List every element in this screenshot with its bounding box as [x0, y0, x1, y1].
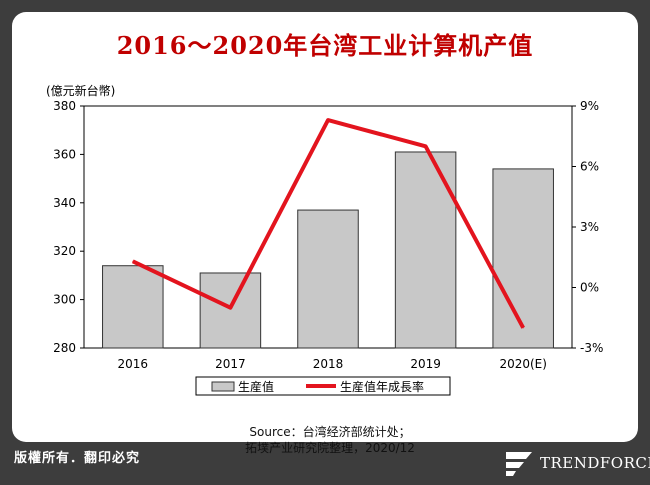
source-note: Source：台湾经济部统计处； 拓墣产业研究院整理，2020/12: [200, 424, 460, 456]
x-axis-tick-label: 2016: [118, 357, 149, 371]
x-axis-tick-label: 2017: [215, 357, 246, 371]
right-axis-tick-label: 0%: [580, 281, 599, 295]
chart-title: 2016～2020年台湾工业计算机产值: [116, 31, 534, 60]
left-axis-tick-label: 380: [53, 99, 76, 113]
brand-name: TRENDFORCE: [540, 454, 650, 472]
right-axis-tick-label: -3%: [580, 341, 603, 355]
source-line-2: 拓墣产业研究院整理，2020/12: [245, 441, 415, 455]
growth-rate-point-2019: [425, 145, 427, 147]
source-line-1: Source：台湾经济部统计处；: [249, 425, 411, 439]
growth-rate-point-2020(E): [522, 327, 524, 329]
growth-rate-point-2018: [327, 119, 329, 121]
right-axis-tick-label: 3%: [580, 220, 599, 234]
right-axis-tick-label: 6%: [580, 160, 599, 174]
growth-rate-point-2016: [132, 260, 134, 262]
bar-2019: [394, 151, 457, 349]
x-axis-tick-label: 2020(E): [499, 357, 546, 371]
plot-area: 280 300 320 340 360 380 -3% 0% 3% 6% 9% (億元新台幣) 2016…: [46, 83, 603, 396]
left-axis-tick-label: 280: [53, 341, 76, 355]
bar-2020(E): [492, 168, 554, 349]
bar-2017: [199, 272, 262, 349]
right-axis-tick-label: 9%: [580, 99, 599, 113]
legend-label-line: 生産值年成長率: [340, 379, 424, 394]
legend-swatch-bar: [211, 381, 235, 392]
left-axis-tick-label: 320: [53, 244, 76, 258]
growth-rate-point-2017: [229, 307, 231, 309]
bar-2018: [297, 209, 359, 349]
legend-label-bar: 生産值: [238, 379, 274, 394]
bar-2016: [102, 265, 164, 349]
x-axis-tick-label: 2019: [410, 357, 441, 371]
left-axis-tick-label: 340: [53, 196, 76, 210]
left-axis-tick-label: 300: [53, 293, 76, 307]
copyright-text: 版權所有．翻印必究: [14, 451, 141, 466]
left-axis-unit-label: (億元新台幣): [46, 83, 115, 98]
trendforce-logo-icon: [506, 452, 532, 476]
x-axis-tick-label: 2018: [313, 357, 344, 371]
left-axis-tick-label: 360: [53, 147, 76, 161]
